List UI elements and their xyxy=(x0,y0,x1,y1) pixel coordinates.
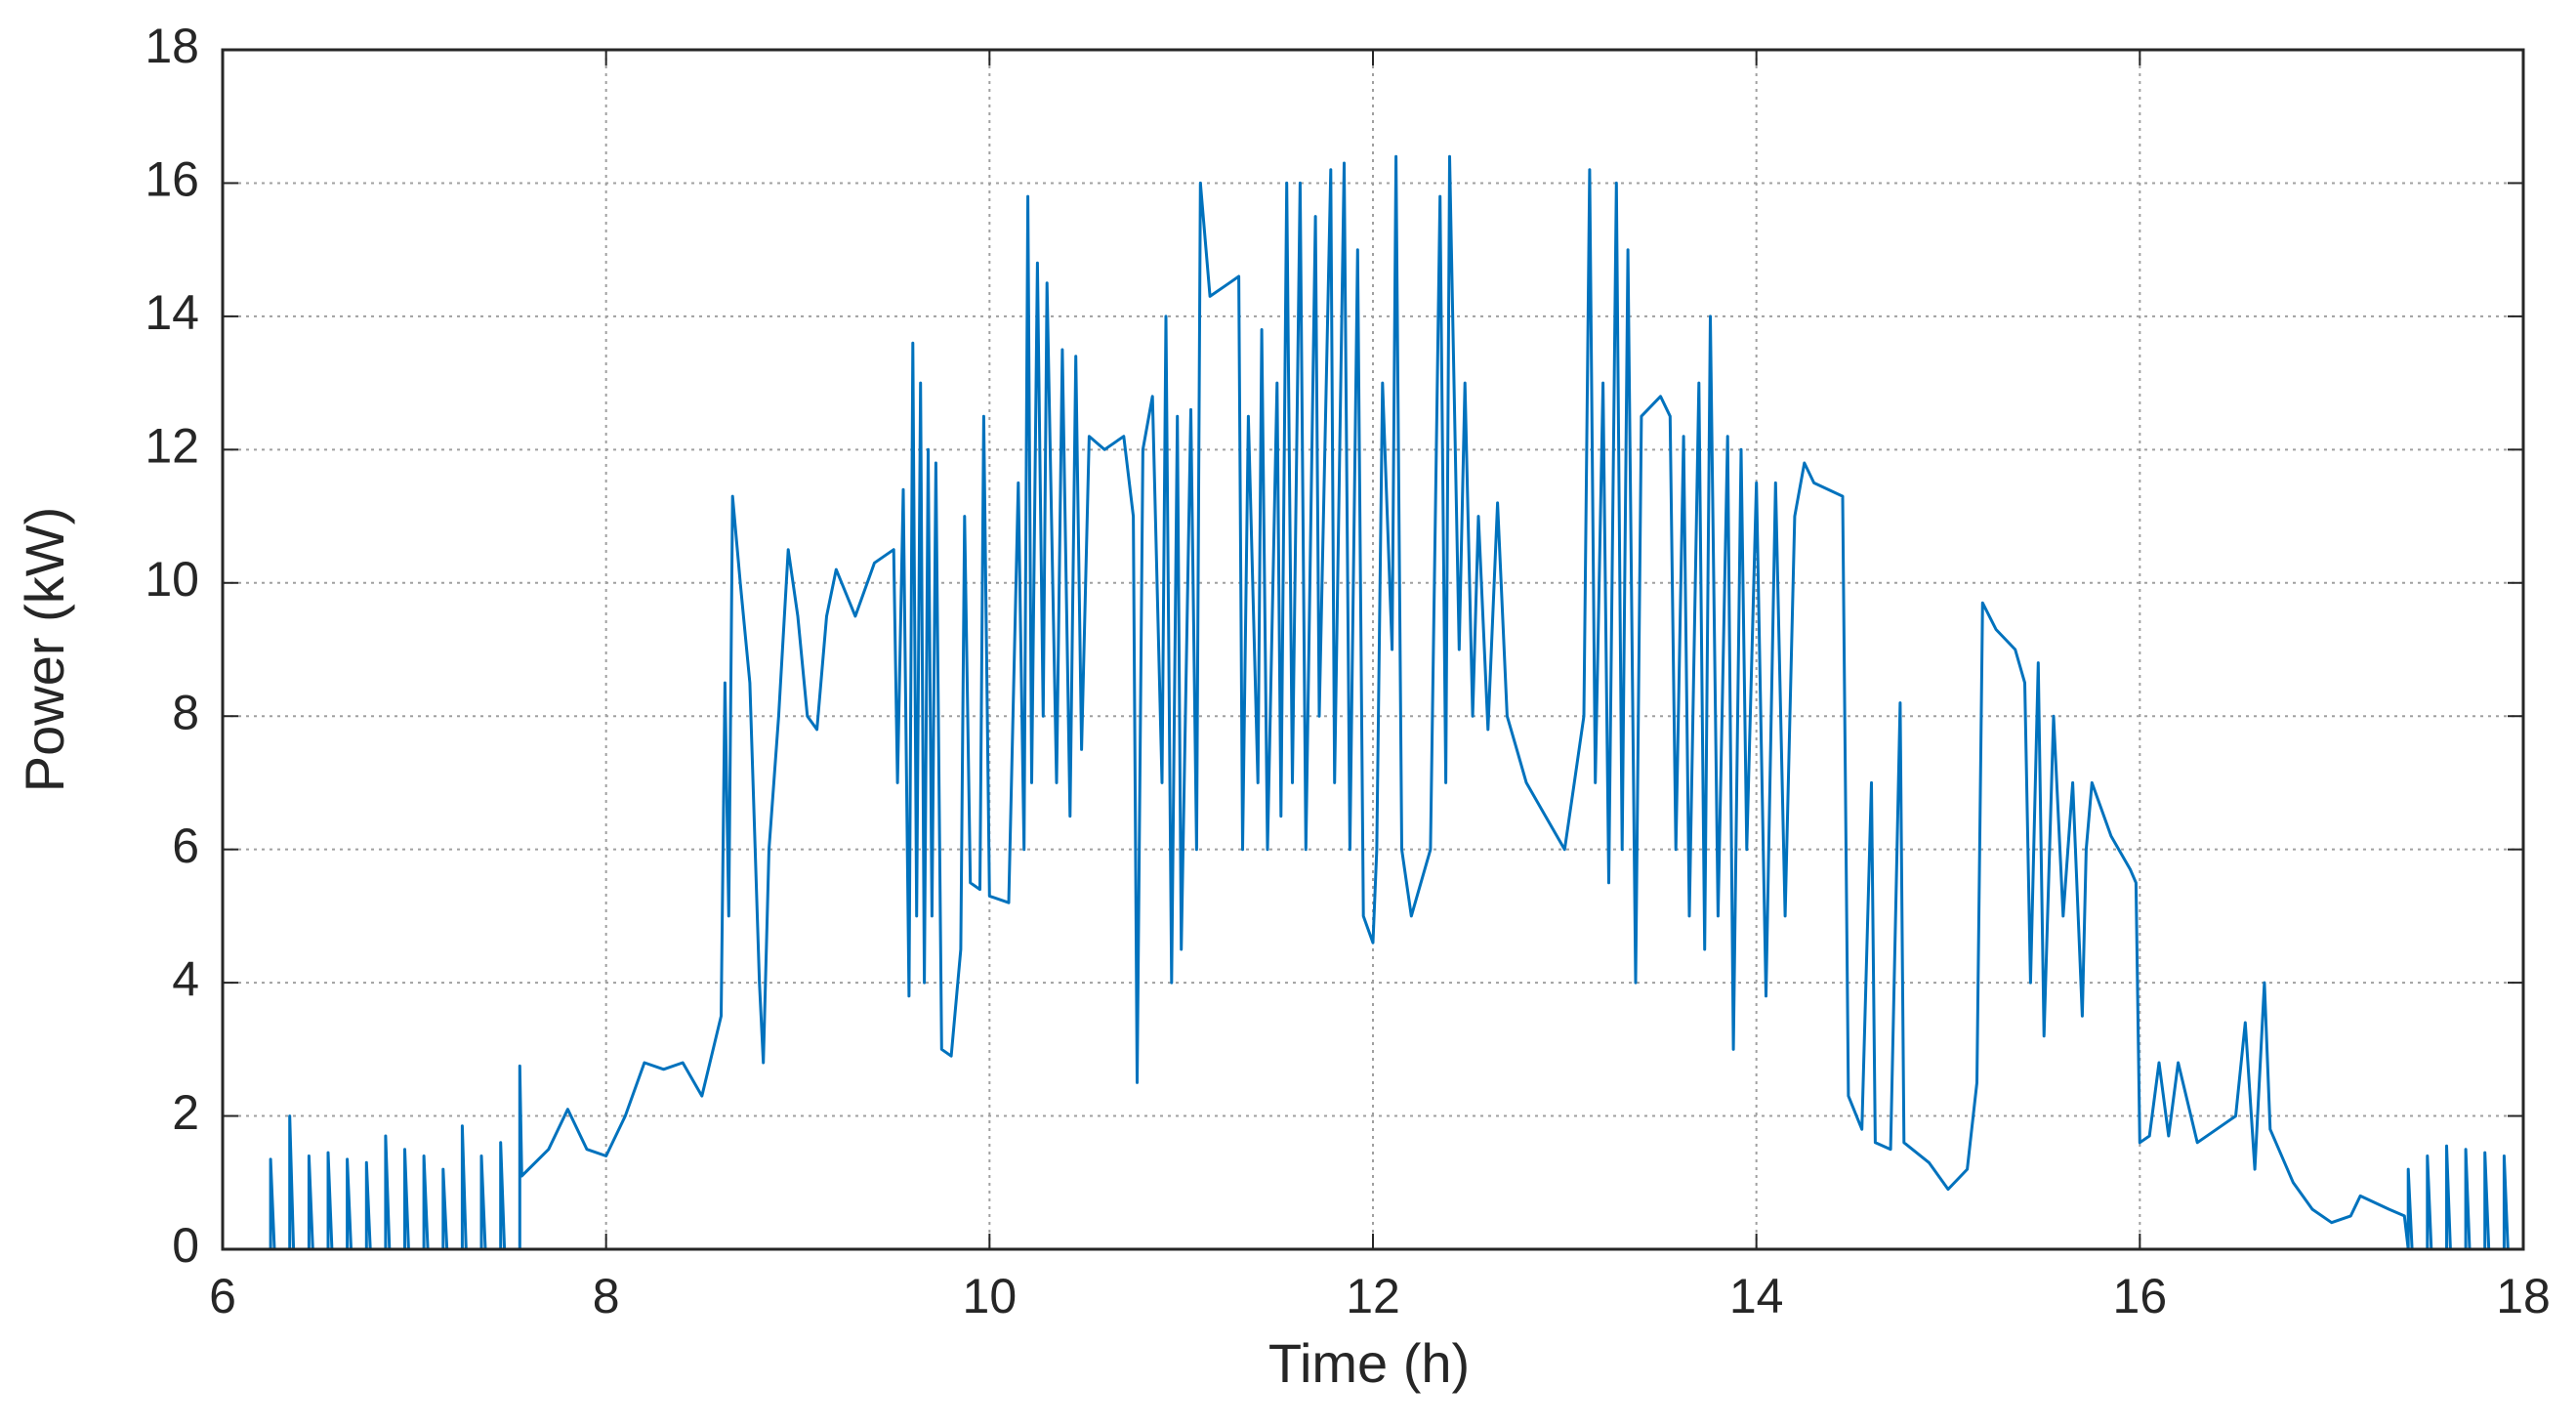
x-tick-label: 14 xyxy=(1729,1269,1784,1323)
x-tick-label: 10 xyxy=(963,1269,1018,1323)
x-axis-label: Time (h) xyxy=(1268,1332,1470,1394)
x-tick-label: 16 xyxy=(2113,1269,2168,1323)
x-tick-label: 12 xyxy=(1346,1269,1400,1323)
y-tick-label: 12 xyxy=(145,419,199,474)
y-tick-label: 10 xyxy=(145,552,199,607)
x-tick-label: 18 xyxy=(2496,1269,2551,1323)
x-tick-label: 8 xyxy=(593,1269,620,1323)
plot-frame xyxy=(221,48,2525,1251)
y-axis-label: Power (kW) xyxy=(14,507,75,792)
y-tick-label: 2 xyxy=(172,1085,199,1140)
y-tick-label: 4 xyxy=(172,951,199,1006)
x-tick-label: 6 xyxy=(209,1269,236,1323)
y-tick-label: 8 xyxy=(172,685,199,739)
y-tick-label: 14 xyxy=(145,285,199,340)
y-tick-label: 16 xyxy=(145,152,199,207)
y-tick-label: 0 xyxy=(172,1218,199,1273)
data-line xyxy=(269,154,2510,1251)
y-tick-label: 6 xyxy=(172,818,199,873)
y-tick-label: 18 xyxy=(145,19,199,73)
